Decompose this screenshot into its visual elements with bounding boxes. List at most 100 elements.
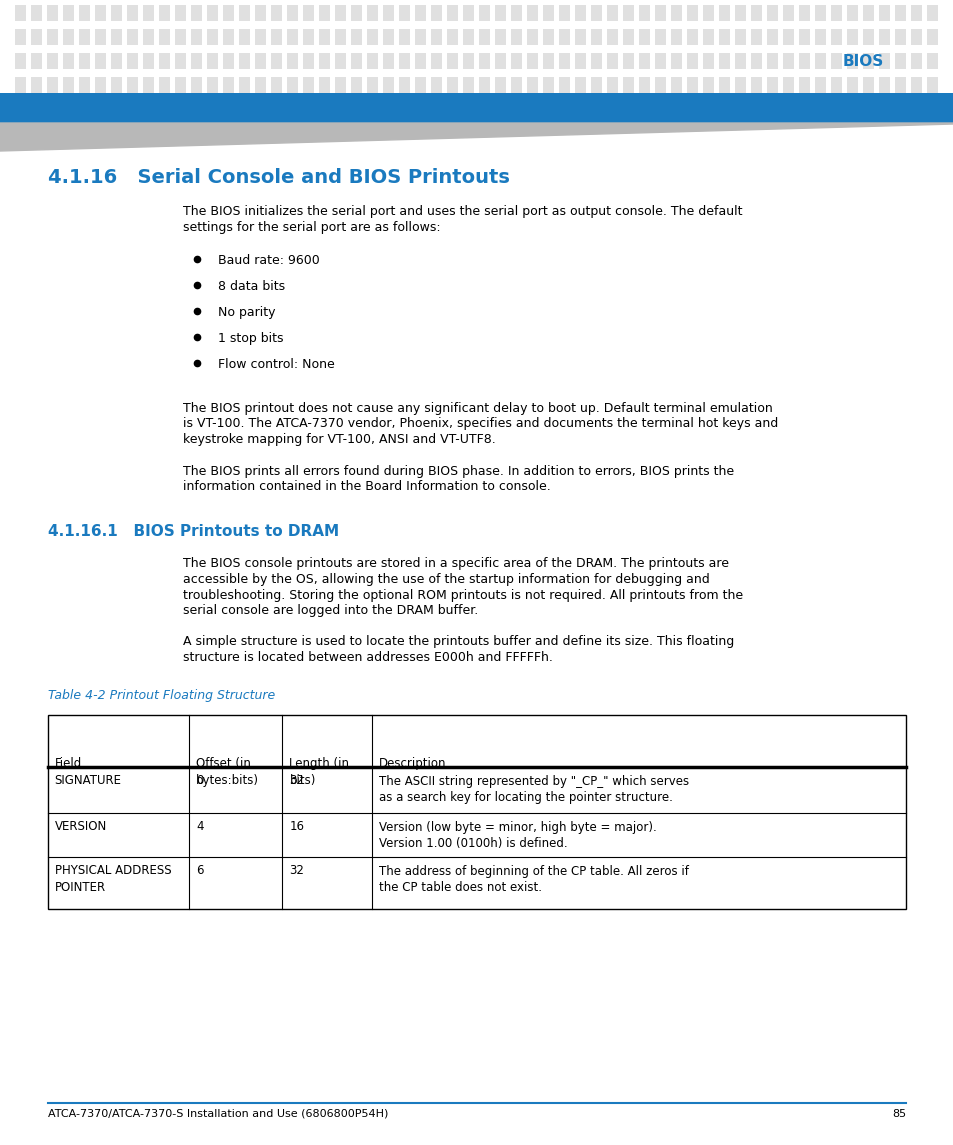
Bar (463, 77, 474, 93)
Bar (926, 5, 938, 21)
Bar (799, 53, 810, 69)
Bar (831, 53, 841, 69)
Bar (463, 29, 474, 45)
Text: Field: Field (54, 757, 82, 771)
Bar (671, 5, 681, 21)
Bar (655, 77, 666, 93)
Bar (687, 53, 698, 69)
Bar (79, 29, 91, 45)
Bar (351, 77, 362, 93)
Bar (895, 29, 905, 45)
Bar (223, 77, 234, 93)
Bar (255, 77, 266, 93)
Bar (447, 77, 458, 93)
Bar (175, 5, 186, 21)
Text: The BIOS prints all errors found during BIOS phase. In addition to errors, BIOS : The BIOS prints all errors found during … (183, 465, 734, 477)
Bar (543, 5, 554, 21)
Bar (15, 29, 27, 45)
Bar (591, 29, 602, 45)
Text: 4.1.16.1   BIOS Printouts to DRAM: 4.1.16.1 BIOS Printouts to DRAM (48, 523, 338, 538)
Bar (719, 53, 730, 69)
Bar (143, 29, 154, 45)
Bar (287, 53, 298, 69)
Bar (623, 77, 634, 93)
Bar (926, 77, 938, 93)
Bar (687, 5, 698, 21)
Text: Table 4-2 Printout Floating Structure: Table 4-2 Printout Floating Structure (48, 688, 274, 702)
Bar (575, 53, 586, 69)
Bar (895, 5, 905, 21)
Text: keystroke mapping for VT-100, ANSI and VT-UTF8.: keystroke mapping for VT-100, ANSI and V… (183, 433, 496, 447)
Text: SIGNATURE: SIGNATURE (54, 774, 122, 788)
Bar (511, 5, 522, 21)
Text: 32: 32 (289, 864, 304, 877)
Bar (128, 77, 138, 93)
Bar (335, 5, 346, 21)
Bar (910, 77, 922, 93)
Bar (511, 53, 522, 69)
Bar (623, 53, 634, 69)
Bar (910, 29, 922, 45)
Bar (0, 93, 953, 123)
Bar (175, 77, 186, 93)
Bar (95, 29, 107, 45)
Text: Version (low byte = minor, high byte = major).
Version 1.00 (0100h) is defined.: Version (low byte = minor, high byte = m… (378, 821, 656, 850)
Bar (335, 53, 346, 69)
Bar (79, 77, 91, 93)
Bar (607, 5, 618, 21)
Bar (192, 77, 202, 93)
Bar (159, 29, 171, 45)
Bar (383, 5, 395, 21)
Bar (431, 53, 442, 69)
Bar (623, 29, 634, 45)
Bar (64, 5, 74, 21)
Bar (687, 77, 698, 93)
Bar (15, 77, 27, 93)
Bar (639, 5, 650, 21)
Text: PHYSICAL ADDRESS
POINTER: PHYSICAL ADDRESS POINTER (54, 864, 172, 894)
Bar (192, 29, 202, 45)
Bar (48, 29, 58, 45)
Bar (846, 29, 858, 45)
Text: 32: 32 (289, 774, 304, 788)
Bar (128, 5, 138, 21)
Bar (192, 5, 202, 21)
Bar (495, 5, 506, 21)
Bar (287, 29, 298, 45)
Bar (655, 53, 666, 69)
Bar (447, 29, 458, 45)
Bar (895, 77, 905, 93)
Bar (527, 29, 537, 45)
Bar (543, 53, 554, 69)
Bar (735, 5, 745, 21)
Text: The BIOS printout does not cause any significant delay to boot up. Default termi: The BIOS printout does not cause any sig… (183, 402, 772, 414)
Bar (399, 53, 410, 69)
Bar (558, 5, 570, 21)
Bar (735, 53, 745, 69)
Bar (623, 5, 634, 21)
Text: No parity: No parity (218, 306, 275, 319)
Text: accessible by the OS, allowing the use of the startup information for debugging : accessible by the OS, allowing the use o… (183, 572, 709, 586)
Bar (399, 5, 410, 21)
Bar (799, 77, 810, 93)
Text: 4: 4 (195, 821, 203, 834)
Bar (272, 29, 282, 45)
Bar (255, 53, 266, 69)
Bar (367, 5, 378, 21)
Text: Description: Description (378, 757, 446, 771)
Bar (527, 53, 537, 69)
Bar (223, 53, 234, 69)
Bar (64, 53, 74, 69)
Bar (815, 5, 825, 21)
Bar (351, 53, 362, 69)
Bar (751, 29, 761, 45)
Bar (416, 29, 426, 45)
Bar (95, 53, 107, 69)
Bar (239, 29, 251, 45)
Bar (735, 77, 745, 93)
Bar (782, 29, 794, 45)
Bar (463, 53, 474, 69)
Bar (159, 77, 171, 93)
Bar (208, 53, 218, 69)
Bar (287, 77, 298, 93)
